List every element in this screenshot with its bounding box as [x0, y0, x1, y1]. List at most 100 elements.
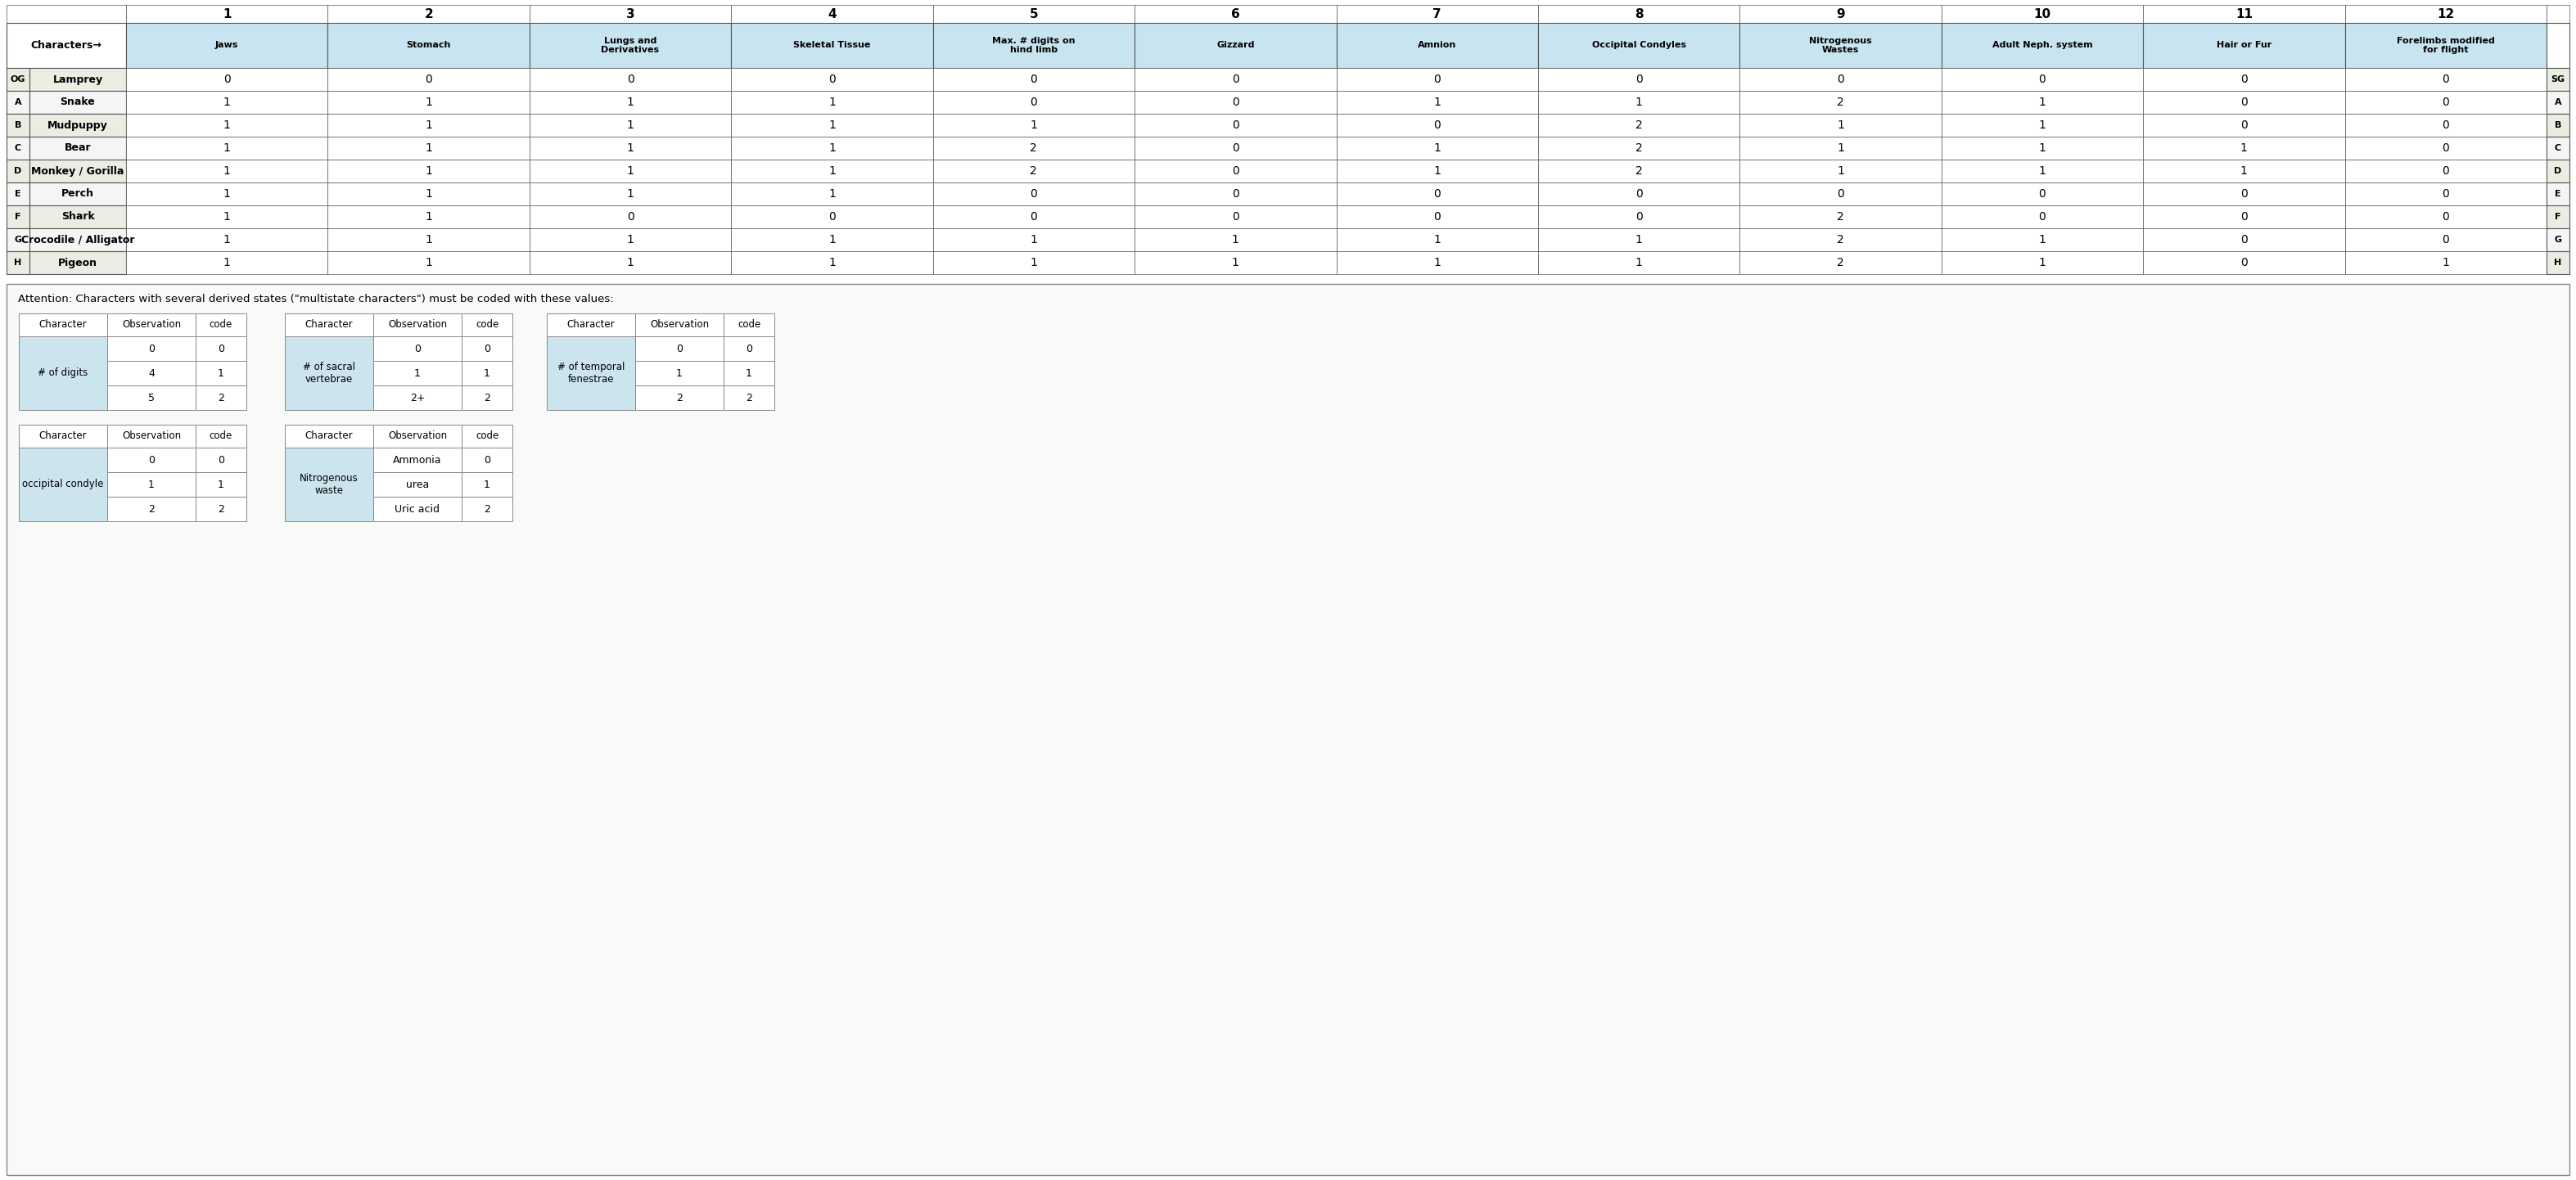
Bar: [2143, 22, 2344, 68]
Text: 1: 1: [425, 165, 433, 177]
Bar: [2344, 68, 2548, 91]
Text: 1: 1: [829, 143, 835, 153]
Bar: [732, 137, 933, 159]
Text: 1: 1: [425, 143, 433, 153]
Text: 1: 1: [149, 479, 155, 490]
Bar: [531, 205, 732, 228]
Bar: [732, 228, 933, 251]
Bar: [531, 251, 732, 274]
Text: 1: 1: [1837, 165, 1844, 177]
Text: 0: 0: [2442, 97, 2450, 109]
Bar: [126, 183, 327, 205]
Text: urea: urea: [407, 479, 430, 490]
Bar: [1133, 228, 1337, 251]
Bar: [196, 447, 247, 472]
Text: 0: 0: [2241, 73, 2246, 85]
Bar: [2344, 205, 2548, 228]
Text: 0: 0: [829, 211, 835, 223]
Bar: [636, 314, 724, 336]
Text: 8: 8: [1636, 8, 1643, 20]
Bar: [1739, 137, 1942, 159]
Text: 1: 1: [829, 257, 835, 268]
Bar: [196, 425, 247, 447]
Bar: [327, 91, 531, 113]
Bar: [374, 447, 461, 472]
Bar: [1337, 137, 1538, 159]
Bar: [108, 386, 196, 409]
Text: 0: 0: [1231, 143, 1239, 153]
Bar: [327, 183, 531, 205]
Text: code: code: [209, 320, 232, 330]
Text: 0: 0: [2442, 143, 2450, 153]
Bar: [1739, 91, 1942, 113]
Text: OG: OG: [10, 76, 26, 84]
Text: 1: 1: [626, 189, 634, 199]
Text: 0: 0: [1030, 189, 1038, 199]
Bar: [374, 361, 461, 386]
Text: code: code: [737, 320, 760, 330]
Bar: [108, 314, 196, 336]
Text: 2: 2: [1636, 143, 1643, 153]
Bar: [1739, 228, 1942, 251]
Text: G: G: [2555, 236, 2561, 244]
Text: Nitrogenous
waste: Nitrogenous waste: [299, 473, 358, 496]
Text: 1: 1: [425, 97, 433, 109]
Text: 1: 1: [1432, 165, 1440, 177]
Bar: [1133, 5, 1337, 22]
Bar: [1337, 205, 1538, 228]
Text: 2: 2: [484, 504, 489, 514]
Bar: [1942, 205, 2143, 228]
Text: C: C: [2555, 144, 2561, 152]
Bar: [18, 425, 108, 447]
Text: Attention: Characters with several derived states ("multistate characters") must: Attention: Characters with several deriv…: [18, 294, 613, 304]
Bar: [546, 314, 636, 336]
Text: 0: 0: [1837, 73, 1844, 85]
Bar: [108, 472, 196, 497]
Bar: [28, 251, 126, 274]
Bar: [461, 497, 513, 522]
Bar: [1739, 22, 1942, 68]
Text: Amnion: Amnion: [1417, 41, 1455, 50]
Bar: [933, 91, 1133, 113]
Bar: [531, 91, 732, 113]
Text: Shark: Shark: [62, 211, 95, 222]
Text: 0: 0: [425, 73, 433, 85]
Text: 0: 0: [1231, 211, 1239, 223]
Bar: [2143, 159, 2344, 183]
Bar: [1739, 251, 1942, 274]
Bar: [327, 5, 531, 22]
Bar: [1942, 251, 2143, 274]
Bar: [196, 361, 247, 386]
Text: 1: 1: [626, 97, 634, 109]
Bar: [28, 113, 126, 137]
Bar: [1739, 68, 1942, 91]
Text: Lungs and
Derivatives: Lungs and Derivatives: [600, 37, 659, 54]
Bar: [286, 314, 374, 336]
Text: 0: 0: [1435, 119, 1440, 131]
Text: 0: 0: [1231, 97, 1239, 109]
Bar: [531, 159, 732, 183]
Text: 2: 2: [219, 393, 224, 404]
Bar: [8, 22, 126, 68]
Text: 0: 0: [2442, 73, 2450, 85]
Text: 1: 1: [747, 368, 752, 379]
Text: F: F: [2555, 212, 2561, 221]
Bar: [327, 159, 531, 183]
Bar: [1942, 183, 2143, 205]
Bar: [461, 447, 513, 472]
Text: Observation: Observation: [389, 320, 448, 330]
Text: 0: 0: [1636, 211, 1643, 223]
Text: D: D: [15, 166, 21, 175]
Bar: [732, 113, 933, 137]
Bar: [1538, 22, 1739, 68]
Bar: [1942, 113, 2143, 137]
Bar: [2548, 228, 2568, 251]
Text: Ammonia: Ammonia: [394, 454, 443, 465]
Bar: [732, 91, 933, 113]
Text: Character: Character: [304, 320, 353, 330]
Bar: [8, 113, 28, 137]
Bar: [28, 159, 126, 183]
Bar: [531, 228, 732, 251]
Bar: [1739, 183, 1942, 205]
Bar: [461, 386, 513, 409]
